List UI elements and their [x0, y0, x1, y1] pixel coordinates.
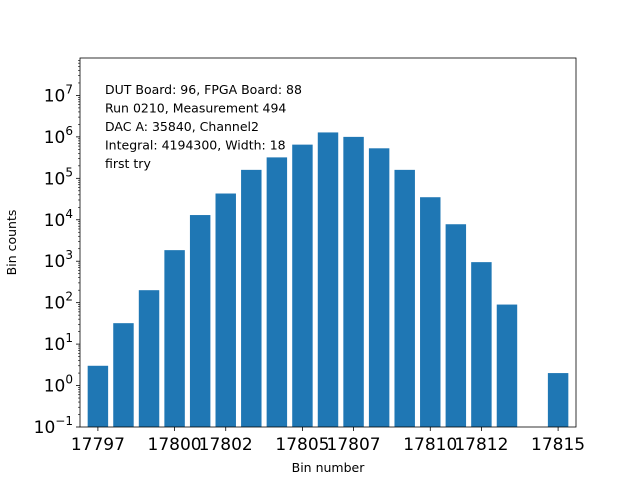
y-tick-label: 102 [44, 290, 73, 314]
histogram-bar [292, 144, 313, 427]
y-tick-label-exponent: 1 [65, 331, 73, 345]
histogram-bar [547, 373, 569, 427]
annotation-line: DAC A: 35840, Channel2 [105, 119, 259, 134]
y-tick-label-base: 10 [44, 86, 66, 106]
histogram-bar [368, 148, 390, 427]
x-tick-label: 17807 [327, 435, 381, 455]
histogram-bar [164, 250, 185, 427]
histogram-bar [189, 215, 211, 427]
x-tick-label: 17805 [275, 435, 329, 455]
y-tick-label-exponent: 4 [65, 207, 73, 221]
x-tick-label: 17810 [403, 435, 457, 455]
y-tick-label-base: 10 [44, 377, 66, 397]
histogram-bar [138, 290, 160, 427]
x-tick-label: 17802 [199, 435, 253, 455]
annotation-text-block: DUT Board: 96, FPGA Board: 88 Run 0210, M… [105, 82, 302, 171]
y-tick-label-exponent: 3 [65, 248, 73, 262]
y-tick-label: 107 [44, 82, 73, 106]
y-tick-label-exponent: 7 [65, 82, 73, 96]
histogram-bar [445, 224, 467, 427]
x-tick-label: 17800 [148, 435, 202, 455]
y-tick-label-exponent: 2 [65, 290, 73, 304]
histogram-bar [343, 136, 364, 427]
histogram-bar [471, 262, 492, 427]
y-tick-label-exponent: 5 [65, 165, 73, 179]
histogram-bar [420, 197, 441, 427]
annotation-line: first try [105, 156, 151, 171]
x-tick-label: 17812 [454, 435, 508, 455]
y-tick-label-exponent: 0 [65, 373, 73, 387]
y-tick-label: 100 [44, 373, 73, 397]
annotation-line: Integral: 4194300, Width: 18 [105, 138, 286, 153]
y-tick-label: 104 [44, 207, 73, 231]
y-tick-label: 106 [44, 124, 73, 148]
histogram-bar [317, 132, 339, 427]
y-tick-label: 105 [44, 165, 73, 189]
histogram-bar [113, 323, 134, 427]
plot-area-frame [79, 57, 577, 428]
annotation-line: DUT Board: 96, FPGA Board: 88 [105, 82, 302, 97]
x-tick-label: 17797 [71, 435, 125, 455]
histogram-bar [215, 193, 236, 427]
histogram-bar [241, 169, 262, 427]
annotation-line: Run 0210, Measurement 494 [105, 101, 286, 116]
y-tick-label-base: 10 [44, 169, 66, 189]
histogram-bar [87, 365, 109, 427]
x-tick-label: 17815 [531, 435, 585, 455]
y-tick-label: 103 [44, 248, 73, 272]
bars-group [87, 132, 569, 428]
x-axis-title: Bin number [292, 460, 366, 475]
histogram-bar [496, 304, 518, 427]
histogram-bar [266, 157, 288, 428]
y-tick-label-base: 10 [44, 128, 66, 148]
y-tick-label-base: 10 [44, 294, 66, 314]
y-tick-label-base: 10 [34, 418, 56, 438]
y-tick-label: 10−1 [34, 414, 73, 438]
y-tick-label-base: 10 [44, 252, 66, 272]
y-tick-label: 101 [44, 331, 73, 355]
histogram-bar [394, 169, 415, 427]
y-tick-label-base: 10 [44, 211, 66, 231]
y-axis-title: Bin counts [4, 210, 19, 276]
y-tick-label-base: 10 [44, 335, 66, 355]
y-tick-label-exponent: −1 [55, 414, 73, 428]
y-tick-label-exponent: 6 [65, 124, 73, 138]
